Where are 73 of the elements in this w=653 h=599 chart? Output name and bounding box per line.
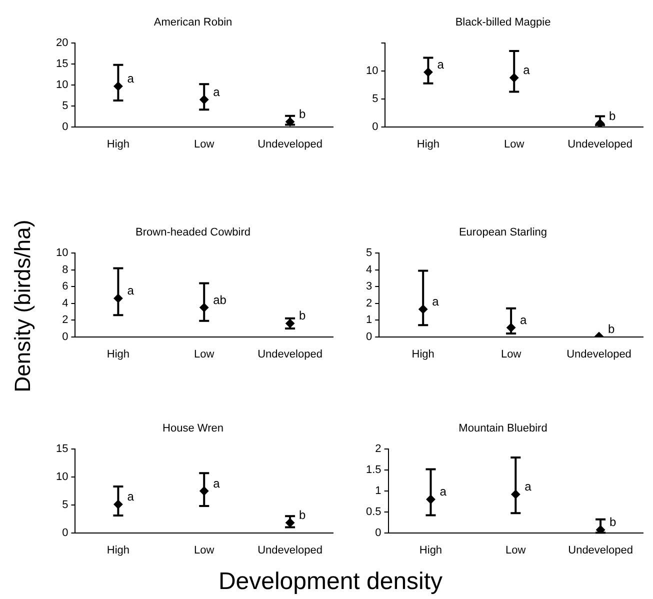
y-tick-label: 4 [62, 297, 68, 310]
y-tick-label: 6 [62, 280, 68, 293]
y-axis-title: Density (birds/ha) [10, 218, 36, 394]
y-tick-label: 10 [56, 79, 68, 92]
x-tick-label: Low [506, 544, 526, 556]
annotation: b [299, 308, 306, 323]
chart-title: Brown-headed Cowbird [136, 226, 250, 239]
y-tick-label: 10 [56, 247, 68, 260]
annotation: a [437, 57, 444, 72]
y-tick-label: 8 [62, 264, 68, 276]
annotation: a [440, 484, 447, 499]
x-tick-label: Low [194, 348, 214, 360]
y-tick-label: 0 [372, 120, 378, 133]
x-tick-label: Low [504, 138, 524, 150]
y-tick-label: 2 [62, 314, 68, 326]
x-tick-label: Low [194, 138, 214, 150]
y-tick-label: 5 [372, 92, 378, 105]
y-tick-label: 0 [366, 330, 372, 343]
annotation: a [523, 63, 530, 78]
y-tick-label: 3 [366, 280, 372, 293]
chart-title: House Wren [162, 422, 224, 435]
annotation: a [520, 312, 528, 327]
x-tick-label: Undeveloped [566, 348, 632, 360]
x-tick-label: High [419, 544, 442, 556]
x-tick-label: High [106, 348, 130, 360]
annotation: a [127, 72, 134, 86]
y-tick-label: 4 [366, 264, 372, 276]
y-tick-label: 5 [62, 498, 68, 511]
y-tick-label: 0.5 [366, 506, 382, 518]
y-tick-label: 1 [375, 485, 382, 498]
y-tick-label: 15 [56, 443, 68, 456]
y-tick-label: 10 [366, 65, 378, 78]
y-tick-label: 0 [62, 330, 68, 343]
y-tick-label: 20 [56, 37, 68, 50]
annotation: a [213, 84, 220, 99]
annotation: a [213, 476, 220, 490]
y-tick-label: 1.5 [366, 464, 382, 476]
chart-title: American Robin [154, 16, 232, 29]
x-tick-label: Undeveloped [568, 544, 633, 556]
annotation: a [127, 490, 134, 504]
x-tick-label: Undeveloped [568, 138, 632, 150]
y-tick-label: 0 [62, 526, 68, 539]
annotation: a [127, 284, 134, 298]
x-tick-label: Undeveloped [258, 138, 322, 150]
x-tick-label: High [412, 348, 434, 360]
x-axis-title: Development density [217, 568, 444, 596]
y-tick-label: 1 [366, 314, 372, 326]
y-tick-label: 0 [62, 120, 68, 133]
x-tick-label: Low [500, 348, 522, 360]
annotation: a [432, 294, 440, 309]
x-tick-label: Low [194, 544, 214, 556]
y-tick-label: 2 [375, 443, 382, 456]
y-tick-label: 10 [56, 471, 68, 484]
annotation: ab [213, 292, 227, 307]
y-tick-label: 0 [375, 526, 382, 539]
y-tick-label: 5 [62, 100, 68, 112]
x-tick-label: Undeveloped [258, 544, 322, 556]
annotation: b [299, 508, 306, 522]
x-tick-label: Undeveloped [258, 348, 322, 360]
x-tick-label: High [106, 544, 130, 556]
annotation: b [299, 107, 306, 122]
annotation: b [609, 108, 616, 123]
chart-title: European Starling [458, 226, 548, 239]
annotation: b [608, 322, 616, 336]
y-tick-label: 2 [366, 297, 372, 310]
annotation: b [610, 515, 617, 530]
y-tick-label: 15 [56, 58, 68, 70]
annotation: a [524, 480, 532, 494]
x-tick-label: High [106, 138, 130, 150]
chart-title: Black-billed Magpie [455, 16, 551, 29]
chart-title: Mountain Bluebird [458, 422, 548, 435]
y-tick-label: 5 [366, 247, 372, 260]
x-tick-label: High [416, 138, 440, 150]
